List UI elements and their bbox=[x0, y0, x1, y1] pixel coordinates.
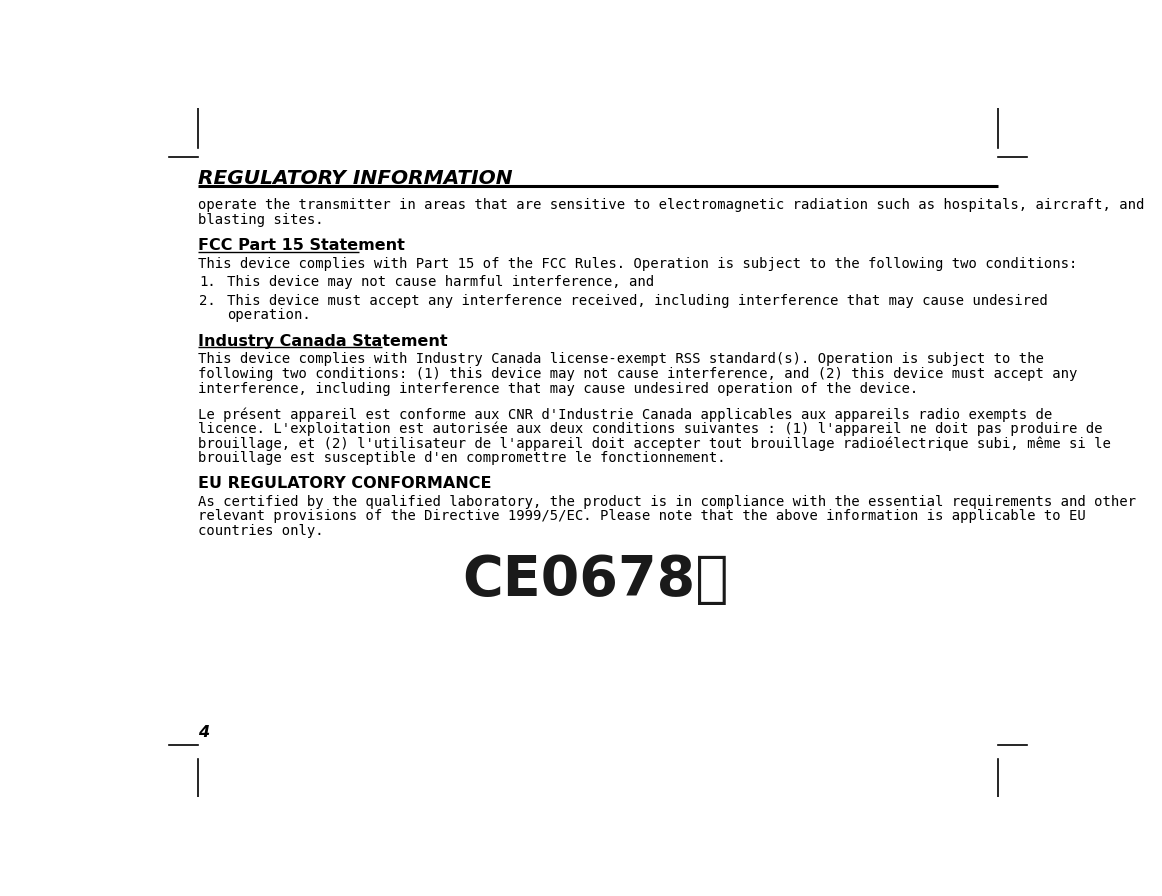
Text: countries only.: countries only. bbox=[198, 524, 323, 538]
Text: 4: 4 bbox=[198, 725, 209, 740]
Text: interference, including interference that may cause undesired operation of the d: interference, including interference tha… bbox=[198, 382, 918, 396]
Text: REGULATORY INFORMATION: REGULATORY INFORMATION bbox=[198, 169, 512, 188]
Text: relevant provisions of the Directive 1999/5/EC. Please note that the above infor: relevant provisions of the Directive 199… bbox=[198, 510, 1085, 523]
Text: Le présent appareil est conforme aux CNR d'Industrie Canada applicables aux appa: Le présent appareil est conforme aux CNR… bbox=[198, 407, 1053, 421]
Text: This device complies with Part 15 of the FCC Rules. Operation is subject to the : This device complies with Part 15 of the… bbox=[198, 257, 1077, 271]
Text: operate the transmitter in areas that are sensitive to electromagnetic radiation: operate the transmitter in areas that ar… bbox=[198, 198, 1145, 212]
Text: operation.: operation. bbox=[228, 308, 311, 323]
Text: This device complies with Industry Canada license-exempt RSS standard(s). Operat: This device complies with Industry Canad… bbox=[198, 352, 1043, 366]
Text: following two conditions: (1) this device may not cause interference, and (2) th: following two conditions: (1) this devic… bbox=[198, 367, 1077, 381]
Text: EU REGULATORY CONFORMANCE: EU REGULATORY CONFORMANCE bbox=[198, 477, 492, 491]
Text: As certified by the qualified laboratory, the product is in compliance with the : As certified by the qualified laboratory… bbox=[198, 495, 1136, 509]
Text: blasting sites.: blasting sites. bbox=[198, 213, 323, 227]
Text: Industry Canada Statement: Industry Canada Statement bbox=[198, 334, 447, 349]
Text: CE0678Ⓘ: CE0678Ⓘ bbox=[462, 553, 729, 607]
Text: FCC Part 15 Statement: FCC Part 15 Statement bbox=[198, 238, 404, 254]
Text: brouillage, et (2) l'utilisateur de l'appareil doit accepter tout brouillage rad: brouillage, et (2) l'utilisateur de l'ap… bbox=[198, 436, 1111, 451]
Text: This device must accept any interference received, including interference that m: This device must accept any interference… bbox=[228, 294, 1048, 308]
Text: brouillage est susceptible d'en compromettre le fonctionnement.: brouillage est susceptible d'en comprome… bbox=[198, 451, 725, 465]
Text: This device may not cause harmful interference, and: This device may not cause harmful interf… bbox=[228, 274, 654, 289]
Text: licence. L'exploitation est autorisée aux deux conditions suivantes : (1) l'appa: licence. L'exploitation est autorisée au… bbox=[198, 422, 1103, 436]
Text: 1.: 1. bbox=[200, 274, 216, 289]
Text: 2.: 2. bbox=[200, 294, 216, 308]
